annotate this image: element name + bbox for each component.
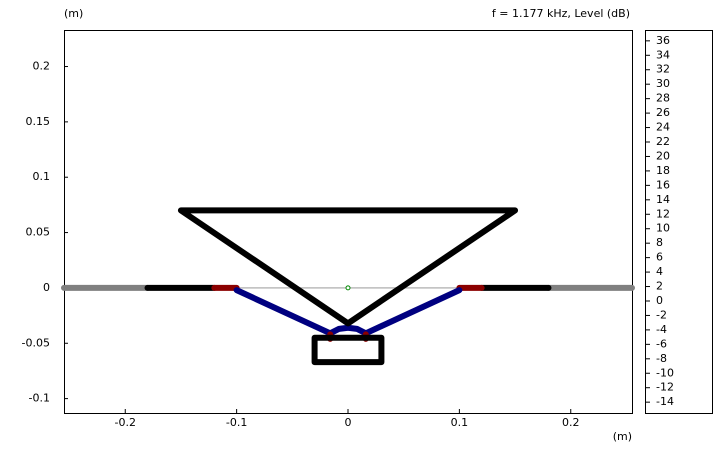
plot-frame <box>64 30 633 414</box>
colorbar-tick-label: 30 <box>656 77 670 90</box>
colorbar-tick-label: 10 <box>656 222 670 235</box>
outline <box>311 334 385 366</box>
colorbar-tick-label: 36 <box>656 34 670 47</box>
y-tick-label: -0.05 <box>22 336 50 349</box>
x-tick-label: 0.1 <box>451 416 469 429</box>
colorbar-tick-label: 18 <box>656 164 670 177</box>
colorbar-tick-label: 24 <box>656 121 670 134</box>
y-tick-label: 0.05 <box>26 226 51 239</box>
colorbar-tick-label: 26 <box>656 106 670 119</box>
y-tick-label: 0.15 <box>26 115 51 128</box>
colorbar-tick-label: 22 <box>656 135 670 148</box>
colorbar-tick-label: 34 <box>656 48 670 61</box>
y-tick-label: 0.2 <box>33 60 51 73</box>
chart-title: f = 1.177 kHz, Level (dB) <box>492 7 630 20</box>
x-axis-label: (m) <box>613 430 632 443</box>
colorbar-tick-label: 0 <box>656 294 663 307</box>
x-tick-label: -0.2 <box>115 416 136 429</box>
colorbar-tick-label: 4 <box>656 265 663 278</box>
colorbar-tick-label: -10 <box>656 366 674 379</box>
colorbar-tick-label: 32 <box>656 63 670 76</box>
colorbar-tick-label: 20 <box>656 149 670 162</box>
x-tick-label: 0.2 <box>562 416 580 429</box>
colorbar-tick-label: 28 <box>656 92 670 105</box>
x-tick-label: -0.1 <box>226 416 247 429</box>
y-tick-label: -0.1 <box>29 392 50 405</box>
colorbar-tick-label: -6 <box>656 337 667 350</box>
y-axis-label: (m) <box>64 7 83 20</box>
colorbar-tick-label: -8 <box>656 352 667 365</box>
x-tick-label: 0 <box>345 416 352 429</box>
colorbar-tick-label: -14 <box>656 395 674 408</box>
colorbar-tick-label: -4 <box>656 323 667 336</box>
colorbar-tick-label: 6 <box>656 251 663 264</box>
outline <box>177 207 519 327</box>
colorbar-tick-label: 2 <box>656 280 663 293</box>
colorbar-tick-label: 14 <box>656 193 670 206</box>
colorbar-tick-label: 8 <box>656 236 663 249</box>
colorbar-frame <box>645 30 713 414</box>
y-tick-label: 0 <box>43 281 50 294</box>
y-tick-label: 0.1 <box>33 170 51 183</box>
colorbar-tick-label: -2 <box>656 308 667 321</box>
colorbar-tick-label: 12 <box>656 207 670 220</box>
origin-marker <box>345 285 351 291</box>
outline <box>233 287 463 337</box>
colorbar-tick-label: 16 <box>656 178 670 191</box>
colorbar-tick-label: -12 <box>656 381 674 394</box>
